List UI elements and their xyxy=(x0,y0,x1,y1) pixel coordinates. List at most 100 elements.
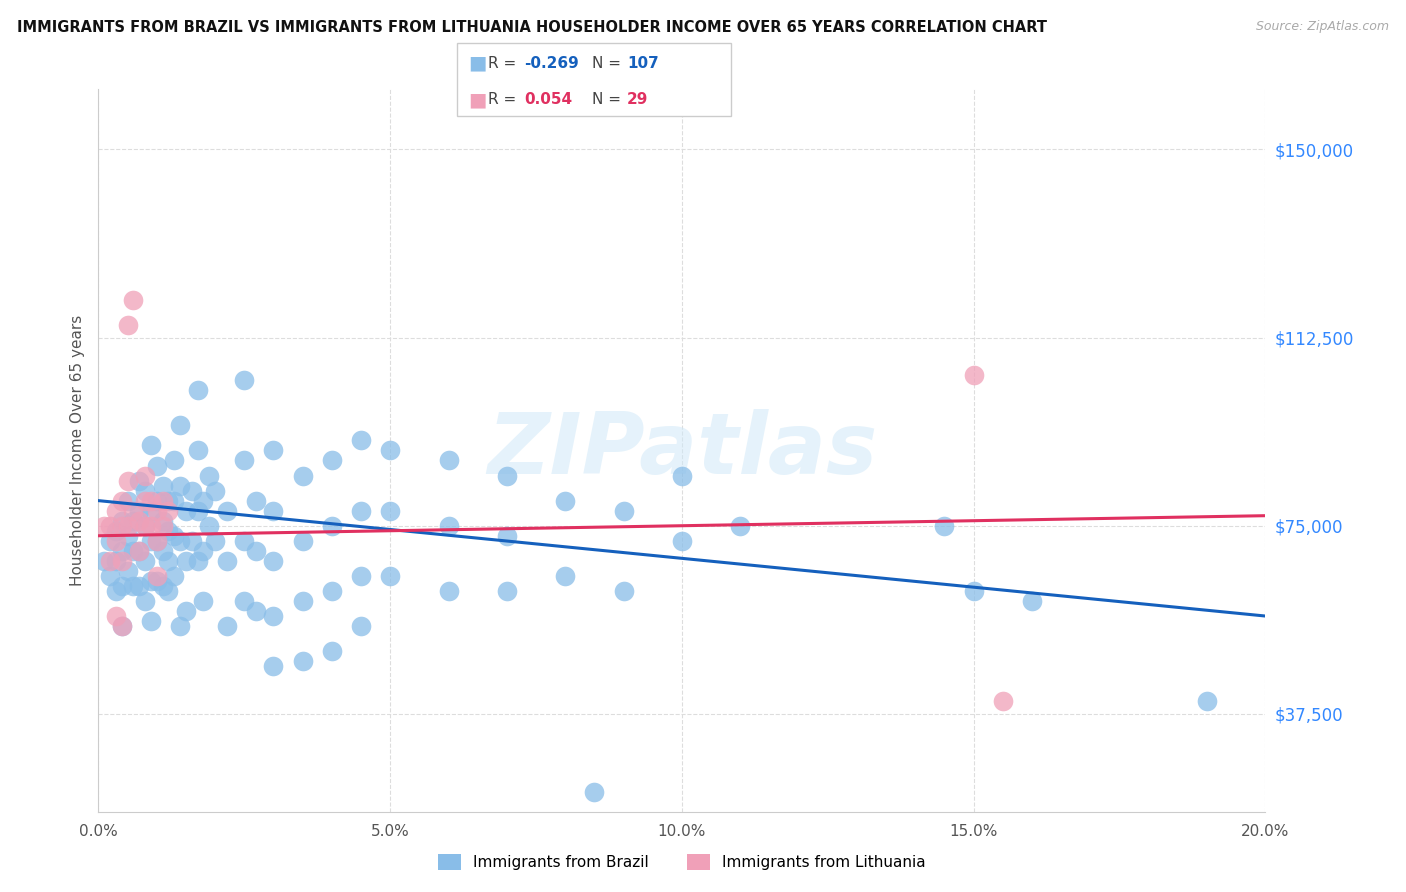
Point xyxy=(291,468,314,483)
Point xyxy=(128,503,150,517)
Point xyxy=(554,493,576,508)
Point xyxy=(198,468,221,483)
Point xyxy=(152,493,174,508)
Point xyxy=(128,579,150,593)
Point xyxy=(157,493,180,508)
Point xyxy=(152,579,174,593)
Point xyxy=(233,594,256,608)
Point xyxy=(233,373,256,387)
Point xyxy=(671,468,693,483)
Text: 0.054: 0.054 xyxy=(524,93,572,107)
Point xyxy=(169,619,191,633)
Point xyxy=(139,438,162,452)
Point xyxy=(437,518,460,533)
Point xyxy=(146,569,169,583)
Text: N =: N = xyxy=(592,93,621,107)
Point xyxy=(117,474,139,488)
Point xyxy=(111,514,134,528)
Point xyxy=(193,543,215,558)
Point xyxy=(152,478,174,492)
Point xyxy=(1021,594,1043,608)
Point xyxy=(146,574,169,588)
Point xyxy=(111,619,134,633)
Point xyxy=(962,583,984,598)
Point xyxy=(139,574,162,588)
Point xyxy=(134,493,156,508)
Point xyxy=(291,594,314,608)
Point xyxy=(104,503,127,517)
Text: R =: R = xyxy=(488,93,516,107)
Point xyxy=(117,518,139,533)
Point xyxy=(350,619,373,633)
Point xyxy=(157,524,180,538)
Point xyxy=(612,583,634,598)
Point xyxy=(117,318,139,332)
Point xyxy=(122,543,145,558)
Point xyxy=(245,604,267,618)
Point xyxy=(496,468,519,483)
Text: N =: N = xyxy=(592,56,621,70)
Point xyxy=(193,493,215,508)
Point xyxy=(187,503,209,517)
Point xyxy=(163,529,186,543)
Text: -0.269: -0.269 xyxy=(524,56,579,70)
Point xyxy=(169,533,191,548)
Point xyxy=(554,569,576,583)
Point xyxy=(139,503,162,517)
Point xyxy=(291,533,314,548)
Point xyxy=(262,659,284,673)
Point xyxy=(730,518,752,533)
Point xyxy=(174,554,197,568)
Text: 107: 107 xyxy=(627,56,659,70)
Point xyxy=(111,518,134,533)
Point xyxy=(122,293,145,307)
Point xyxy=(134,594,156,608)
Point xyxy=(215,619,238,633)
Point xyxy=(104,583,127,598)
Point xyxy=(198,518,221,533)
Point xyxy=(163,493,186,508)
Point xyxy=(157,583,180,598)
Point xyxy=(163,569,186,583)
Point xyxy=(98,554,121,568)
Point xyxy=(1195,694,1218,708)
Point xyxy=(111,543,134,558)
Text: ■: ■ xyxy=(468,90,486,110)
Point xyxy=(193,594,215,608)
Legend: Immigrants from Brazil, Immigrants from Lithuania: Immigrants from Brazil, Immigrants from … xyxy=(432,848,932,876)
Point xyxy=(134,518,156,533)
Point xyxy=(146,493,169,508)
Point xyxy=(146,503,169,517)
Point xyxy=(139,518,162,533)
Text: ■: ■ xyxy=(468,54,486,73)
Point xyxy=(321,453,343,467)
Point xyxy=(139,493,162,508)
Point xyxy=(496,529,519,543)
Y-axis label: Householder Income Over 65 years: Householder Income Over 65 years xyxy=(69,315,84,586)
Point xyxy=(380,569,402,583)
Point xyxy=(146,533,169,548)
Point xyxy=(111,493,134,508)
Point xyxy=(111,554,134,568)
Point xyxy=(321,644,343,658)
Point xyxy=(146,458,169,473)
Point xyxy=(104,533,127,548)
Point xyxy=(117,529,139,543)
Point xyxy=(122,514,145,528)
Point xyxy=(139,533,162,548)
Point xyxy=(437,453,460,467)
Point xyxy=(291,654,314,668)
Point xyxy=(204,483,226,498)
Point xyxy=(215,554,238,568)
Point xyxy=(169,418,191,433)
Point xyxy=(104,554,127,568)
Point xyxy=(104,524,127,538)
Point xyxy=(262,554,284,568)
Point xyxy=(437,583,460,598)
Point xyxy=(350,569,373,583)
Text: IMMIGRANTS FROM BRAZIL VS IMMIGRANTS FROM LITHUANIA HOUSEHOLDER INCOME OVER 65 Y: IMMIGRANTS FROM BRAZIL VS IMMIGRANTS FRO… xyxy=(17,20,1047,35)
Point xyxy=(671,533,693,548)
Point xyxy=(174,503,197,517)
Point xyxy=(233,533,256,548)
Point xyxy=(204,533,226,548)
